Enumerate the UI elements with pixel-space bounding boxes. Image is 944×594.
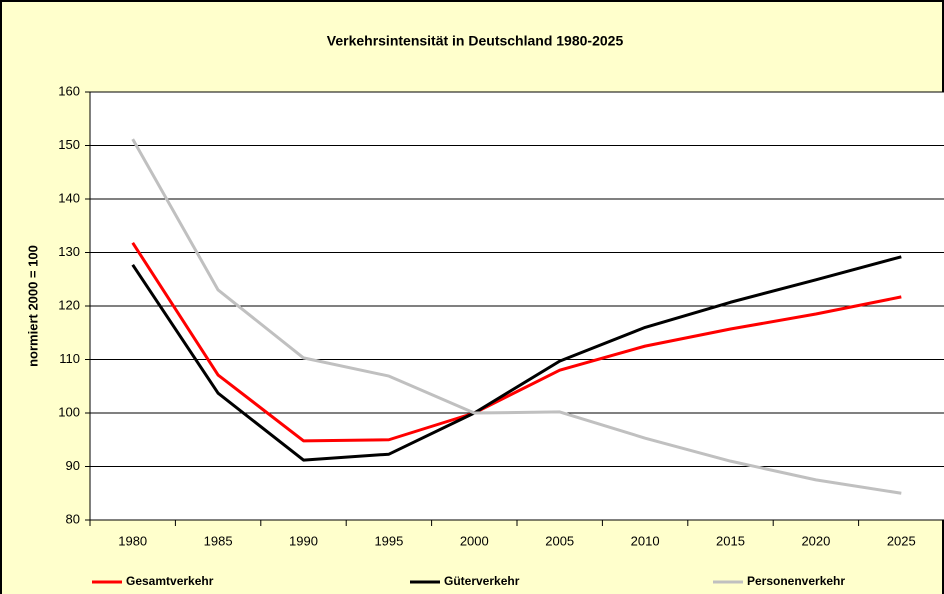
y-axis-label: normiert 2000 = 100 [25,245,40,367]
x-tick-label: 2015 [716,533,745,548]
y-tick-label: 120 [58,297,80,312]
x-tick-label: 2010 [631,533,660,548]
series-line [131,255,902,462]
x-tick-label: 1995 [374,533,403,548]
x-tick-label: 2005 [545,533,574,548]
y-tick-label: 110 [59,351,80,366]
y-tick-label: 90 [66,458,80,473]
series-line [131,242,902,443]
y-tick-label: 150 [58,137,80,152]
y-tick-label: 140 [58,190,80,205]
x-tick-label: 1980 [118,533,147,548]
y-tick-label: 80 [66,511,80,526]
series-line [131,138,902,495]
chart-title: Verkehrsintensität in Deutschland 1980-2… [327,33,624,49]
x-tick-label: 2020 [801,533,830,548]
x-tick-label: 2025 [887,533,916,548]
legend-label: Personenverkehr [747,574,845,588]
y-tick-label: 130 [58,244,80,259]
legend-label: Güterverkehr [444,574,520,588]
y-tick-label: 160 [58,83,80,98]
x-tick-label: 2000 [460,533,489,548]
x-tick-label: 1985 [204,533,233,548]
x-tick-label: 1990 [289,533,318,548]
legend-label: Gesamtverkehr [126,574,214,588]
y-tick-label: 100 [58,404,80,419]
